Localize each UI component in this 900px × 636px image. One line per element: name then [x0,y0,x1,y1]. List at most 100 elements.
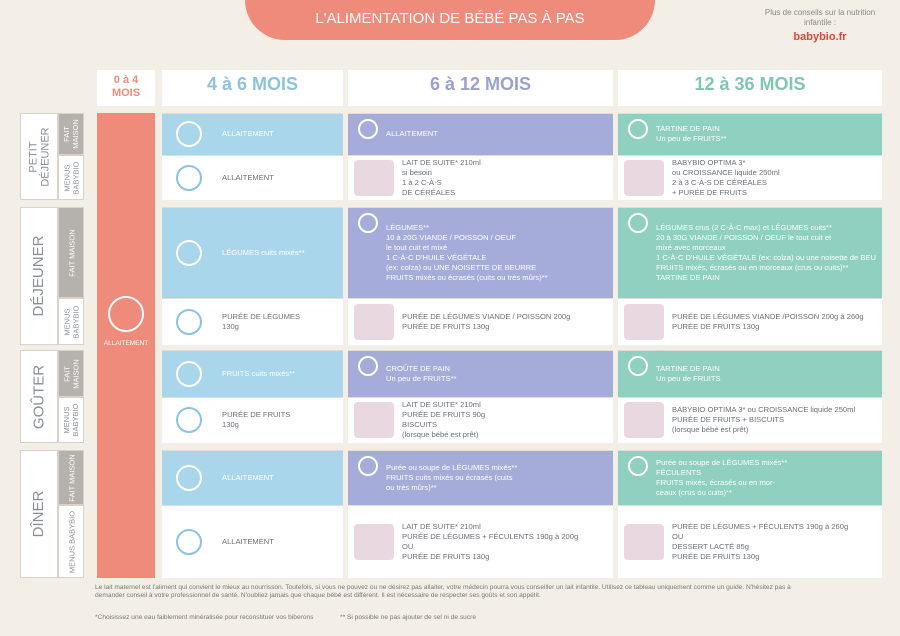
cell-text: FÉCULENTS [656,467,702,477]
product-image [354,523,394,560]
row-label: FAIT MAISON [62,119,80,149]
cell-text: le tout cuit et mixé [386,242,448,252]
step-icon [358,213,378,233]
cell-text: LÉGUMES crus (2 C-À-C max) et LÉGUMES cu… [656,222,832,232]
cell-text: FRUITS mixés, écrasés ou en mor- [656,477,775,487]
cell-text: 20 à 30G VIANDE / POISSON / OEUF le tout… [656,232,832,242]
cell-text: TARTINE DE PAIN [656,363,720,373]
step-icon [358,456,378,476]
cell-text: BABYBIO OPTIMA 3* [672,157,746,167]
row-label: MENUS BABYBIO [62,161,80,194]
cell-text: Un peu de FRUITS** [656,134,727,143]
meal-box [20,350,58,443]
menu-cell [348,350,613,397]
row-label-box [58,505,84,578]
cell-text: PURÉE DE LÉGUMES + FÉCULENTS 190g à 200g [402,531,579,541]
menu-cell [618,113,882,155]
cell-text: Purée ou soupe de LÉGUMES mixés** [656,457,788,467]
site-link[interactable]: babybio.fr [793,31,847,43]
age-label: 12 à 36 MOIS [694,74,806,94]
product-image [354,303,394,340]
title-banner [245,0,655,40]
cell-text: FRUITS mixés, écrasés ou en morceaux (cr… [656,262,849,272]
cell-text: PURÉE DE FRUITS 130g [672,321,760,331]
cell-text: PURÉE DE FRUITS 90g [402,410,486,419]
meal-label: PETIT DÉJEUNER [27,126,51,187]
cell-text: ALLAITEMENT [222,129,274,138]
cell-text: LÉGUMES cuits mixés** [222,247,305,257]
step-icon [358,119,378,139]
cell-text: PURÉE DE FRUITS + BISCUITS [672,415,785,424]
title: L'ALIMENTATION DE BÉBÉ PAS À PAS [315,10,585,27]
note: ** Si possible ne pas ajouter de sel ni … [340,614,476,621]
cell-text: ALLAITEMENT [222,172,274,182]
baby-icon [176,464,202,491]
row-label: FAIT MAISON [66,453,76,502]
meal-label: GOÛTER [30,364,47,429]
cell-text: 1 C-À-C D'HUILE VÉGÉTALE (ex: colza) ou … [656,252,876,262]
age-header [348,70,613,106]
cell-text: PURÉE DE LÉGUMES + FÉCULENTS 190g à 260g [672,521,849,531]
row-label-box [58,207,84,298]
cell-text: BISCUITS [402,420,438,429]
cell-text: 2 à 3 C-À-S DE CÉRÉALES [672,177,767,187]
cell-text: DESSERT LACTÉ 85g [672,541,749,551]
cell-text: + PURÉE DE FRUITS [672,187,747,197]
meal-box [20,207,58,345]
newborn-bar [97,113,155,578]
cell-text: ou CROISSANCE liquide 250ml [672,167,780,177]
meal-label: DÉJEUNER [30,235,47,317]
cell-text: BABYBIO OPTIMA 3* ou CROISSANCE liquide … [672,405,856,414]
cell-text: ou très mûrs)** [386,482,437,492]
cell-text: OU [402,541,414,551]
cell-text: ALLAITEMENT [222,536,274,546]
step-icon [628,356,648,376]
row-label-box [58,450,84,505]
cell-text: 130g [222,420,239,429]
row-label-box [58,350,84,397]
age-header [162,70,343,106]
cell-text: Un peu de FRUITS [656,373,721,383]
age-header [97,70,155,106]
menu-cell [618,450,882,505]
cell-text: FRUITS cuits mixés** [222,368,295,378]
product-image [624,159,664,196]
note: *Choisissez une eau faiblement minéralis… [95,614,314,621]
menu-cell [348,450,613,505]
step-icon [628,456,648,476]
row-label: MENUS BABYBIO [62,305,80,338]
age-header [618,70,882,106]
baby-icon [176,308,202,335]
cell-text: LÉGUMES** [386,222,430,232]
baby-icon [176,407,202,433]
advice: Plus de conseils sur la nutrition infant… [764,8,876,27]
cell-text: si besoin [402,167,432,177]
row-label-box [58,155,84,200]
age-label: 6 à 12 MOIS [429,74,532,94]
cell-text: (ex: colza) ou UNE NOISETTE DE BEURRE [386,262,537,272]
step-icon [628,119,648,139]
cell-text: PURÉE DE FRUITS 130g [672,551,760,561]
cell-text: ALLAITEMENT [386,129,438,138]
cell-text: ALLAITEMENT [222,472,274,482]
menu-cell [348,113,613,155]
product-image [354,402,394,438]
cell-text: DE CÉRÉALES [402,187,456,197]
cell-text: CROÛTE DE PAIN [386,363,450,373]
menu-cell [348,207,613,298]
meal-box [20,113,58,200]
cell-text: PURÉE DE LÉGUMES [222,311,301,321]
cell-text: 130g [222,321,239,331]
cell-text: Un peu de FRUITS** [386,373,457,383]
cell-text: PURÉE DE FRUITS [222,410,291,419]
baby-icon [176,360,202,387]
footer-text: Le lait maternel est l'aliment qui convi… [95,584,791,599]
row-label: MENUS BABYBIO [66,510,76,573]
cell-text: PURÉE DE FRUITS 130g [402,551,490,561]
cell-text: OU [672,531,684,541]
cell-text: FRUITS cuits mixés ou écrasés (cuits [386,472,513,482]
row-label: MENUS BABYBIO [62,403,80,437]
cell-text: PURÉE DE FRUITS 130g [402,321,490,331]
meal-label: DÎNER [30,490,47,538]
